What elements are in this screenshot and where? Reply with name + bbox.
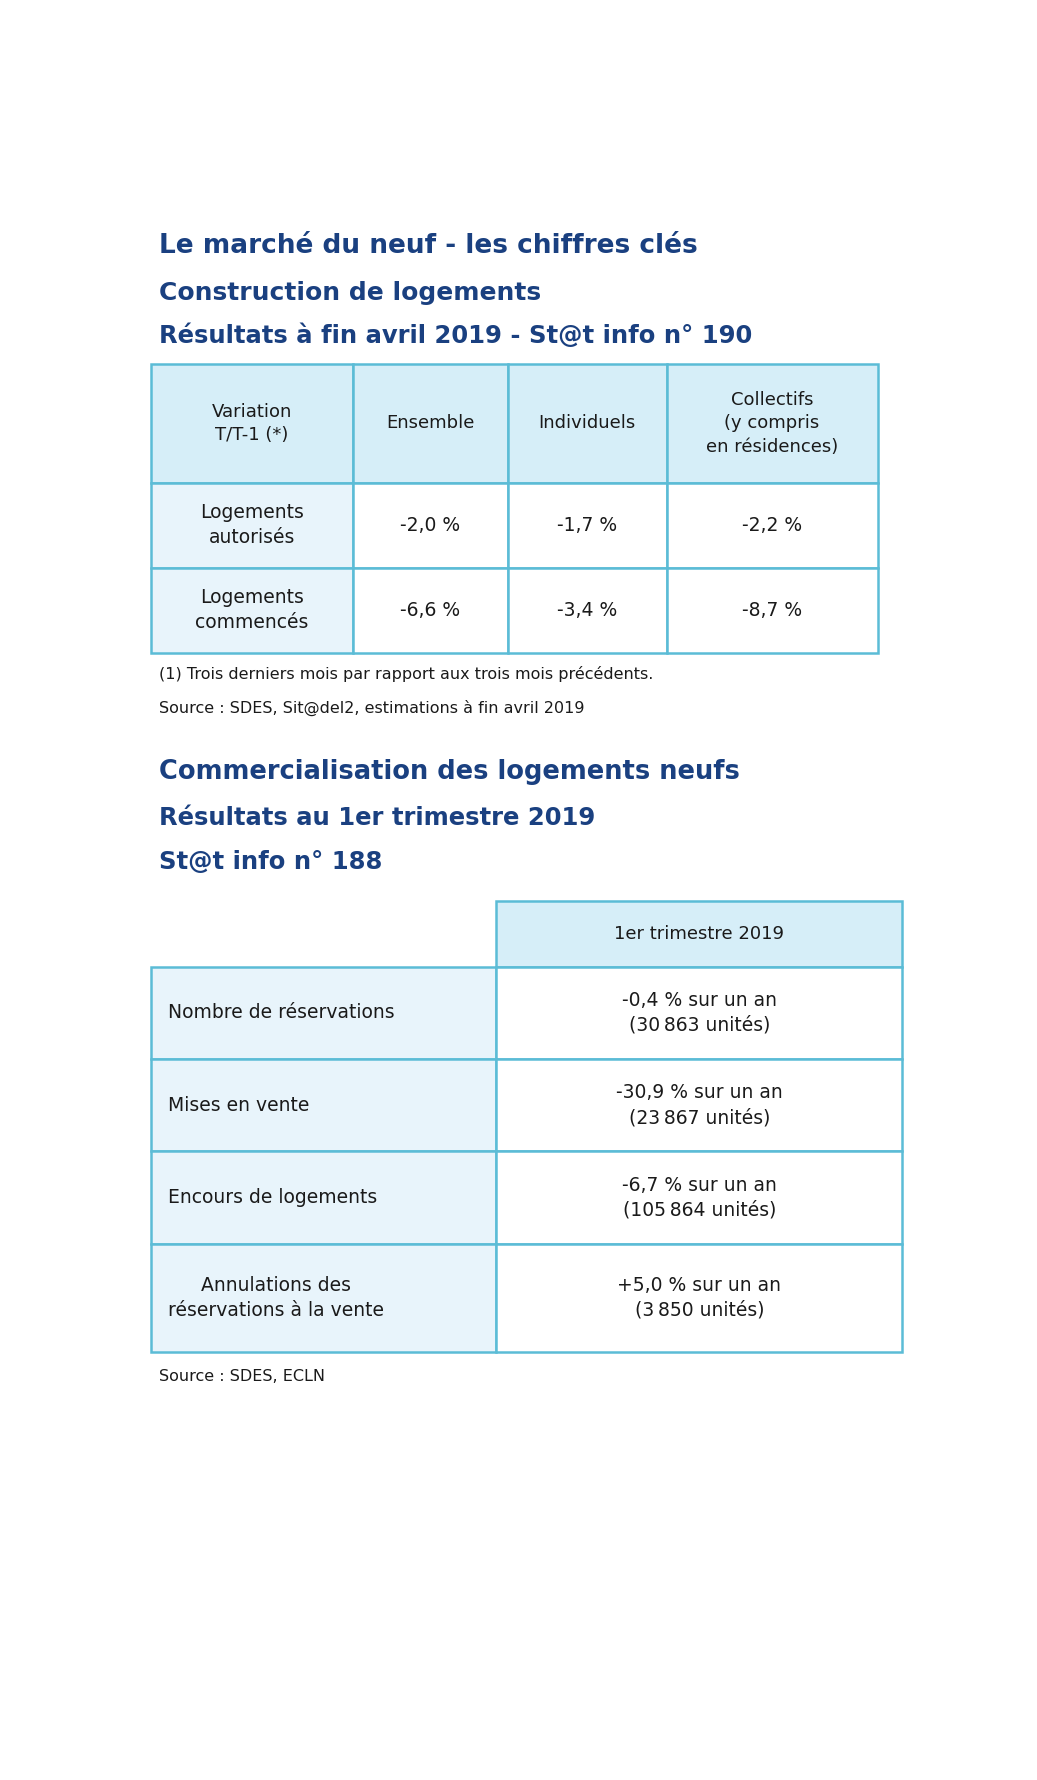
Text: -2,2 %: -2,2 % (742, 516, 803, 536)
Text: -0,4 % sur un an
(30 863 unités): -0,4 % sur un an (30 863 unités) (622, 991, 777, 1034)
Bar (353, 568, 508, 653)
Text: Variation
T/T-1 (*): Variation T/T-1 (*) (212, 402, 292, 445)
Bar (496, 1059, 902, 1152)
Text: Encours de logements: Encours de logements (168, 1189, 377, 1207)
Bar (151, 967, 496, 1059)
Bar (508, 482, 667, 568)
Text: Source : SDES, Sit@del2, estimations à fin avril 2019: Source : SDES, Sit@del2, estimations à f… (159, 700, 585, 716)
Text: Le marché du neuf - les chiffres clés: Le marché du neuf - les chiffres clés (159, 233, 698, 258)
Bar (508, 363, 667, 482)
Text: Collectifs
(y compris
en résidences): Collectifs (y compris en résidences) (706, 392, 838, 456)
Text: Résultats à fin avril 2019 - St@t info n° 190: Résultats à fin avril 2019 - St@t info n… (159, 324, 752, 349)
Text: Commercialisation des logements neufs: Commercialisation des logements neufs (159, 758, 740, 785)
Bar (353, 482, 508, 568)
Text: (1) Trois derniers mois par rapport aux trois mois précédents.: (1) Trois derniers mois par rapport aux … (159, 666, 653, 682)
Text: -6,7 % sur un an
(105 864 unités): -6,7 % sur un an (105 864 unités) (622, 1175, 777, 1219)
Bar (353, 363, 508, 482)
Text: Nombre de réservations: Nombre de réservations (168, 1004, 395, 1022)
Bar (496, 1152, 902, 1244)
Text: Logements
commencés: Logements commencés (195, 587, 309, 632)
Text: Logements
autorisés: Logements autorisés (200, 504, 304, 548)
Text: Ensemble: Ensemble (386, 415, 475, 433)
Bar (151, 1152, 496, 1244)
Text: +5,0 % sur un an
(3 850 unités): +5,0 % sur un an (3 850 unités) (617, 1276, 781, 1319)
Bar (496, 901, 902, 967)
Text: -30,9 % sur un an
(23 867 unités): -30,9 % sur un an (23 867 unités) (616, 1084, 783, 1127)
Text: Source : SDES, ECLN: Source : SDES, ECLN (159, 1369, 325, 1383)
Text: -2,0 %: -2,0 % (400, 516, 460, 536)
Bar (496, 1244, 902, 1351)
Bar (508, 568, 667, 653)
Bar (667, 568, 877, 653)
Text: Annulations des
réservations à la vente: Annulations des réservations à la vente (168, 1276, 385, 1319)
Bar (151, 568, 353, 653)
Text: Construction de logements: Construction de logements (159, 281, 541, 304)
Bar (667, 363, 877, 482)
Text: -6,6 %: -6,6 % (400, 600, 460, 619)
Bar (151, 363, 353, 482)
Bar (151, 1059, 496, 1152)
Text: Individuels: Individuels (538, 415, 636, 433)
Bar (151, 1244, 496, 1351)
Bar (496, 967, 902, 1059)
Text: -3,4 %: -3,4 % (557, 600, 617, 619)
Text: St@t info n° 188: St@t info n° 188 (159, 849, 383, 874)
Bar (151, 482, 353, 568)
Text: -1,7 %: -1,7 % (557, 516, 617, 536)
Text: -8,7 %: -8,7 % (742, 600, 803, 619)
Text: 1er trimestre 2019: 1er trimestre 2019 (614, 926, 784, 943)
Bar (667, 482, 877, 568)
Text: Mises en vente: Mises en vente (168, 1096, 310, 1114)
Text: Résultats au 1er trimestre 2019: Résultats au 1er trimestre 2019 (159, 806, 595, 831)
